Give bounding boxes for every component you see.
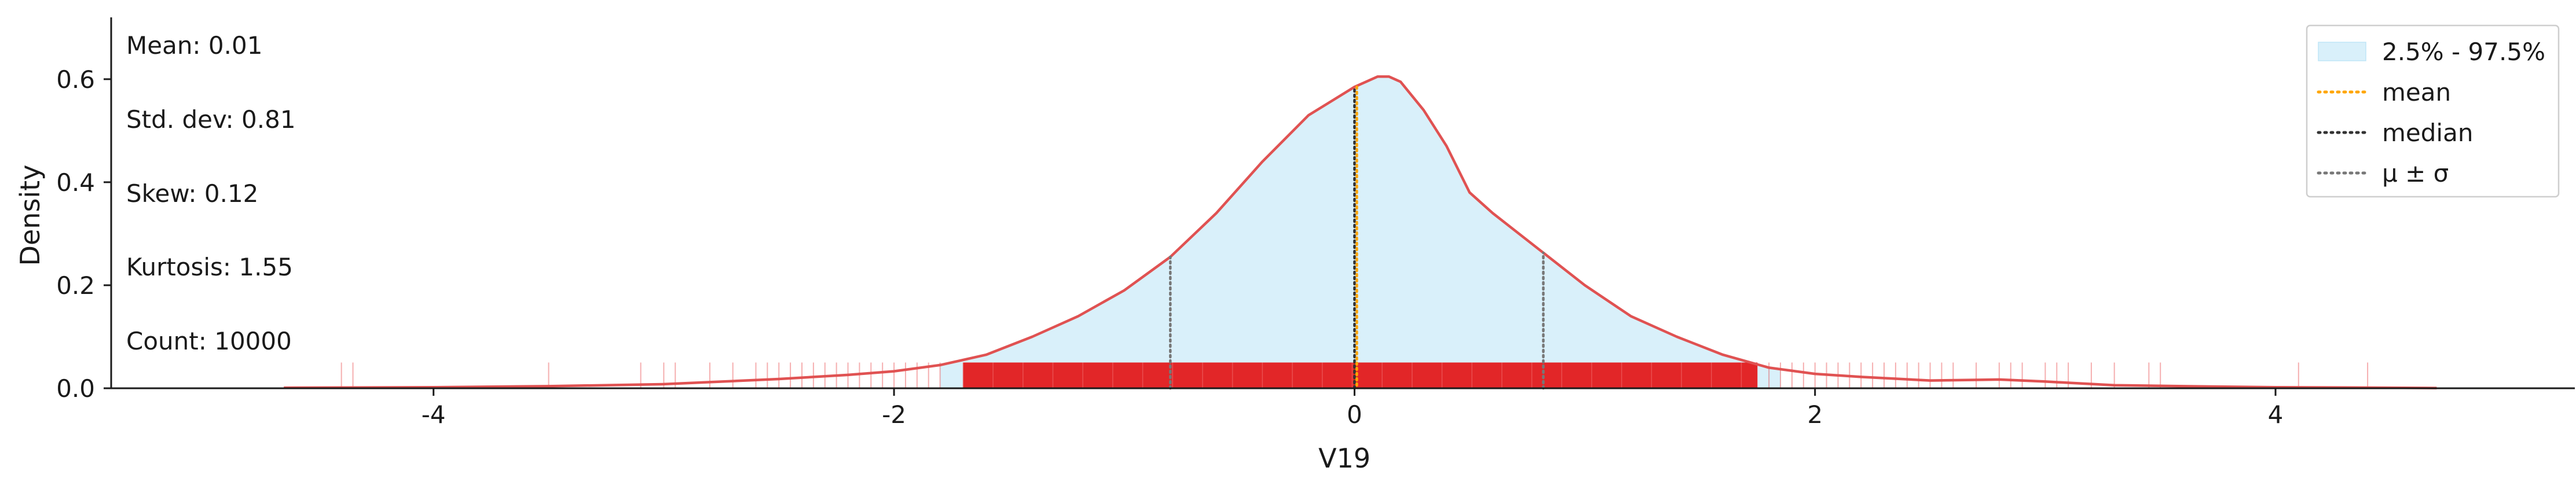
y-tick-label: 0.6 — [56, 65, 95, 94]
x-tick-label: -2 — [882, 400, 906, 429]
x-tick-label: -4 — [422, 400, 446, 429]
legend-frame — [2306, 24, 2560, 198]
axes: -4 -2 0 2 4 0.0 0.2 0.4 0.6 — [56, 17, 2575, 429]
stat-mean: Mean: 0.01 — [126, 31, 262, 60]
legend: 2.5% - 97.5% mean median μ ± σ — [2306, 24, 2560, 198]
x-tick-label: 2 — [1807, 400, 1823, 429]
x-tick-label: 4 — [2268, 400, 2284, 429]
kde-line — [284, 75, 2437, 389]
legend-label: 2.5% - 97.5% — [2382, 38, 2545, 66]
stat-skew: Skew: 0.12 — [126, 179, 258, 208]
x-axis-label: V19 — [1318, 443, 1371, 474]
interval-fill — [940, 76, 1781, 388]
y-tick-label: 0.4 — [56, 168, 95, 197]
legend-label: median — [2382, 119, 2473, 147]
stat-kurtosis: Kurtosis: 1.55 — [126, 253, 293, 281]
y-axis-label: Density — [14, 165, 46, 266]
y-tick-label: 0.2 — [56, 271, 95, 300]
legend-swatch — [2318, 42, 2366, 61]
legend-label: μ ± σ — [2382, 159, 2449, 187]
plot-layer — [284, 75, 2437, 390]
stat-std: Std. dev: 0.81 — [126, 105, 296, 134]
rug-dense — [963, 362, 1758, 388]
stats-block: Mean: 0.01 Std. dev: 0.81 Skew: 0.12 Kur… — [126, 31, 296, 355]
y-tick-label: 0.0 — [56, 374, 95, 403]
x-tick-label: 0 — [1347, 400, 1362, 429]
stat-count: Count: 10000 — [126, 327, 292, 355]
legend-label: mean — [2382, 78, 2451, 106]
